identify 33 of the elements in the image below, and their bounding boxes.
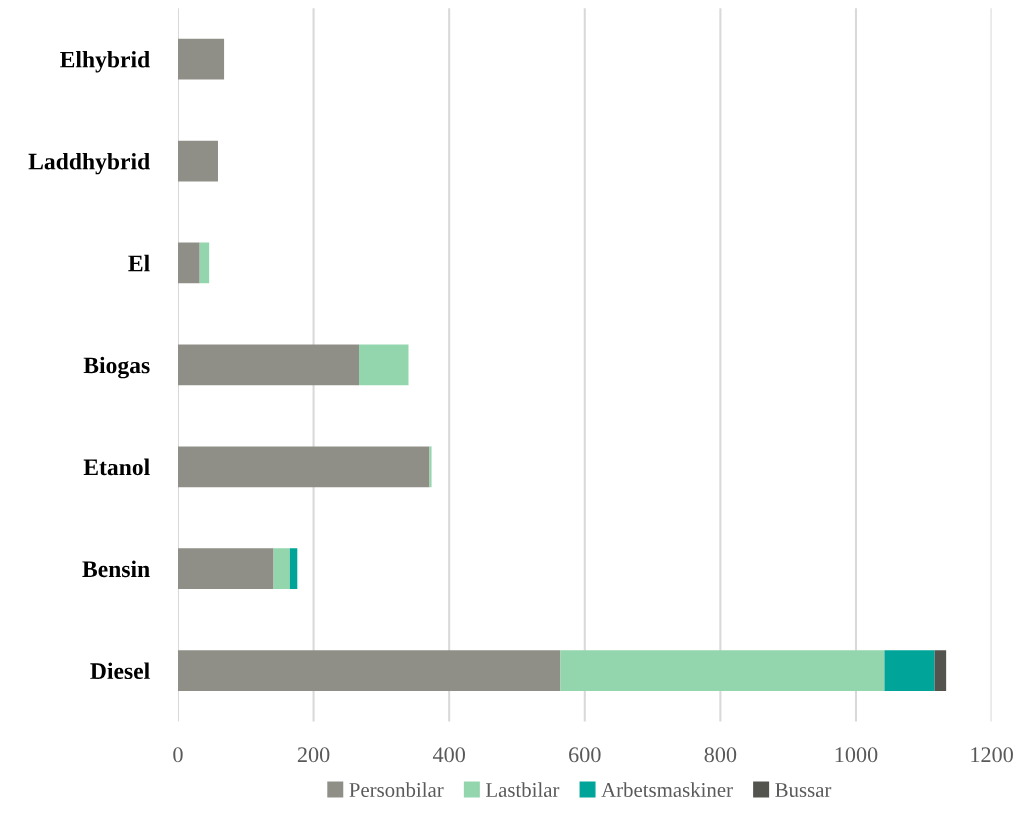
x-tick-label: 400 bbox=[432, 747, 465, 763]
bar bbox=[177, 650, 561, 692]
bar bbox=[177, 548, 274, 590]
y-tick-label: Elhybrid bbox=[60, 50, 150, 73]
bar bbox=[289, 548, 298, 590]
y-tick-label: Laddhybrid bbox=[28, 152, 150, 175]
x-tick-label: 600 bbox=[569, 747, 601, 763]
bar bbox=[177, 446, 430, 488]
x-tick-label: 1200 bbox=[971, 747, 1013, 763]
bar bbox=[429, 446, 432, 488]
y-tick-label: Bensin bbox=[82, 560, 150, 578]
bar bbox=[884, 650, 935, 692]
bar bbox=[177, 242, 200, 284]
legend-label: Bussar bbox=[775, 783, 832, 798]
bar bbox=[177, 140, 218, 182]
x-tick-label: 0 bbox=[173, 747, 183, 763]
y-tick-label: Etanol bbox=[83, 458, 150, 476]
x-tick-label: 1000 bbox=[835, 747, 878, 763]
bar bbox=[560, 650, 885, 692]
x-tick-label: 200 bbox=[297, 747, 330, 763]
x-tick-label: 800 bbox=[704, 747, 737, 763]
legend-label: Personbilar bbox=[349, 782, 444, 798]
bar bbox=[177, 344, 359, 386]
legend-label: Lastbilar bbox=[485, 782, 560, 798]
bar bbox=[177, 38, 225, 80]
y-tick-label: El bbox=[128, 254, 150, 272]
bar bbox=[359, 344, 409, 386]
y-tick-label: Biogas bbox=[83, 356, 150, 379]
bar bbox=[934, 650, 947, 692]
bar bbox=[199, 242, 210, 284]
bar bbox=[273, 548, 290, 590]
y-tick-label: Diesel bbox=[90, 662, 150, 680]
legend-label: Arbetsmaskiner bbox=[601, 782, 733, 798]
